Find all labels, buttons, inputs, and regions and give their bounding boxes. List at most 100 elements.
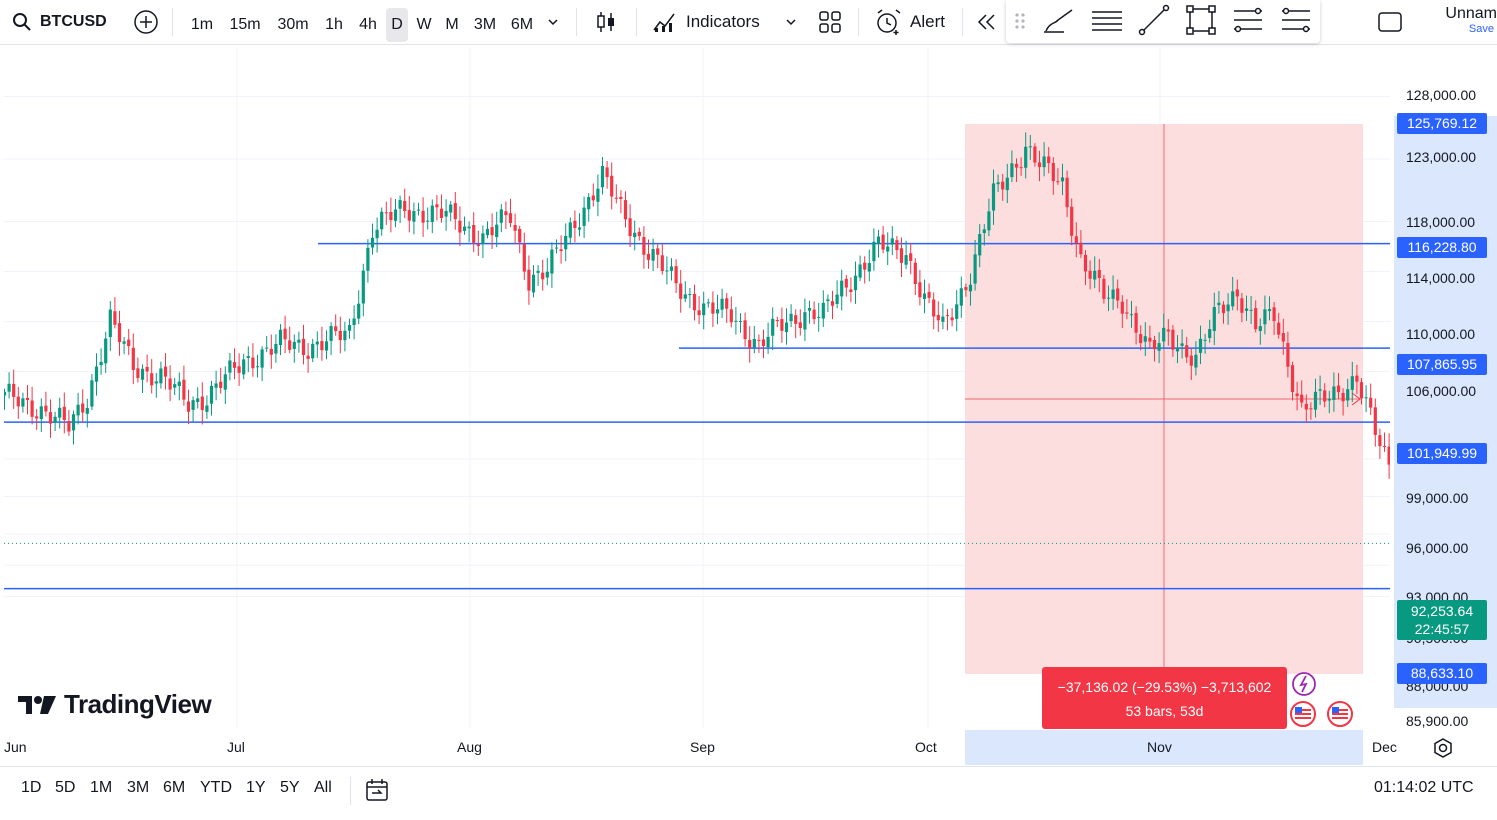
candle-body <box>1028 146 1032 148</box>
price-chart[interactable] <box>4 48 1390 728</box>
economic-event-marker[interactable] <box>1289 700 1317 733</box>
candle-body <box>702 303 706 316</box>
candle-body <box>398 200 402 209</box>
range-1Y[interactable]: 1Y <box>246 779 266 796</box>
candle-body <box>1240 298 1244 313</box>
horizontal-lines-icon[interactable] <box>1092 11 1122 31</box>
timeframe-15m[interactable]: 15m <box>229 16 261 33</box>
range-1D[interactable]: 1D <box>21 779 42 796</box>
layout-name-group[interactable]: Unnam Save <box>1420 5 1497 35</box>
candle-body <box>909 253 913 261</box>
replay-button[interactable] <box>975 0 999 44</box>
layouts-button[interactable] <box>818 0 842 44</box>
candle-body <box>1129 314 1134 316</box>
candle-body <box>835 294 839 304</box>
candle-body <box>596 188 600 202</box>
drag-handle-icon[interactable] <box>1015 13 1025 29</box>
candle-body <box>1304 403 1308 410</box>
candle-body <box>154 381 158 384</box>
chart-type-button[interactable] <box>594 0 618 44</box>
brush-icon[interactable] <box>1044 9 1073 33</box>
fullscreen-toggle[interactable] <box>1377 0 1403 44</box>
candle-body <box>1263 309 1267 325</box>
chart-settings-button[interactable] <box>1432 737 1454 764</box>
candle-body <box>4 391 7 396</box>
timeframe-1m[interactable]: 1m <box>190 16 214 33</box>
current-price-badge: 92,253.64 22:45:57 <box>1397 600 1487 640</box>
range-YTD[interactable]: YTD <box>200 779 232 796</box>
candle-body <box>140 368 145 380</box>
candle-body <box>715 309 720 314</box>
range-All[interactable]: All <box>314 779 332 796</box>
candle-body <box>182 379 186 400</box>
timeframe-4h[interactable]: 4h <box>359 16 377 33</box>
rectangle-icon[interactable] <box>1186 5 1216 35</box>
candle-body <box>646 253 651 260</box>
lightning-icon <box>1292 672 1316 696</box>
level-badge: 101,949.99 <box>1397 443 1487 464</box>
candle-body <box>1198 338 1203 353</box>
event-marker[interactable] <box>1291 671 1317 702</box>
candle-body <box>380 211 384 230</box>
candle-body <box>1010 163 1014 178</box>
timeframe-1h[interactable]: 1h <box>325 16 343 33</box>
candle-body <box>959 288 963 306</box>
candle-body <box>1332 386 1336 400</box>
candle-body <box>1102 278 1106 299</box>
range-6M[interactable]: 6M <box>163 779 186 796</box>
candle-body <box>375 229 379 239</box>
compare-button[interactable] <box>133 0 159 44</box>
candle-body <box>706 302 710 304</box>
candle-body <box>25 397 30 401</box>
candle-body <box>412 211 416 222</box>
candle-body <box>890 238 894 245</box>
utc-clock[interactable]: 01:14:02 UTC <box>1374 779 1474 796</box>
candle-body <box>99 361 103 366</box>
candle-body <box>131 347 135 371</box>
candle-body <box>1281 333 1285 342</box>
range-3M[interactable]: 3M <box>127 779 150 796</box>
timeframe-W[interactable]: W <box>416 16 432 33</box>
candle-body <box>403 200 407 212</box>
candle-body <box>531 274 536 293</box>
fib-retracement-icon[interactable] <box>1234 7 1262 33</box>
candle-body <box>554 247 559 249</box>
candle-body <box>688 294 692 296</box>
go-to-date-button[interactable] <box>364 777 390 808</box>
timeframe-D[interactable]: D <box>386 8 408 42</box>
save-link[interactable]: Save <box>1468 23 1494 35</box>
economic-event-marker[interactable] <box>1326 700 1354 733</box>
indicators-dropdown[interactable] <box>784 0 798 44</box>
alert-button[interactable]: Alert <box>874 0 945 44</box>
candle-body <box>449 204 453 213</box>
candle-body <box>12 383 16 397</box>
timeframe-M[interactable]: M <box>445 16 459 33</box>
text-lines-icon[interactable] <box>1282 7 1310 33</box>
candle-body <box>384 212 388 214</box>
timeframe-3M[interactable]: 3M <box>473 16 497 33</box>
range-5D[interactable]: 5D <box>55 779 76 796</box>
candle-body <box>1208 329 1212 338</box>
candle-body <box>734 320 738 322</box>
candle-body <box>476 244 480 246</box>
symbol-search[interactable]: BTCUSD <box>12 0 107 44</box>
candle-body <box>1093 270 1097 280</box>
trend-line-icon[interactable] <box>1138 4 1170 36</box>
measure-tool-label: −37,136.02 (−29.53%) −3,713,602 53 bars,… <box>1042 667 1287 729</box>
candle-body <box>145 366 149 372</box>
high-price-badge: 125,769.12 <box>1397 113 1487 134</box>
candle-body <box>127 339 131 347</box>
candle-body <box>288 340 292 350</box>
candle-body <box>568 222 572 238</box>
candle-body <box>485 228 490 236</box>
timeframe-dropdown[interactable] <box>546 0 560 44</box>
candle-body <box>656 248 660 255</box>
indicators-button[interactable]: Indicators <box>652 0 760 44</box>
range-5Y[interactable]: 5Y <box>280 779 300 796</box>
timeframe-6M[interactable]: 6M <box>510 16 534 33</box>
range-1M[interactable]: 1M <box>90 779 113 796</box>
candle-body <box>794 315 798 324</box>
timeframe-30m[interactable]: 30m <box>277 16 309 33</box>
candle-body <box>117 323 122 343</box>
candle-body <box>982 229 986 234</box>
